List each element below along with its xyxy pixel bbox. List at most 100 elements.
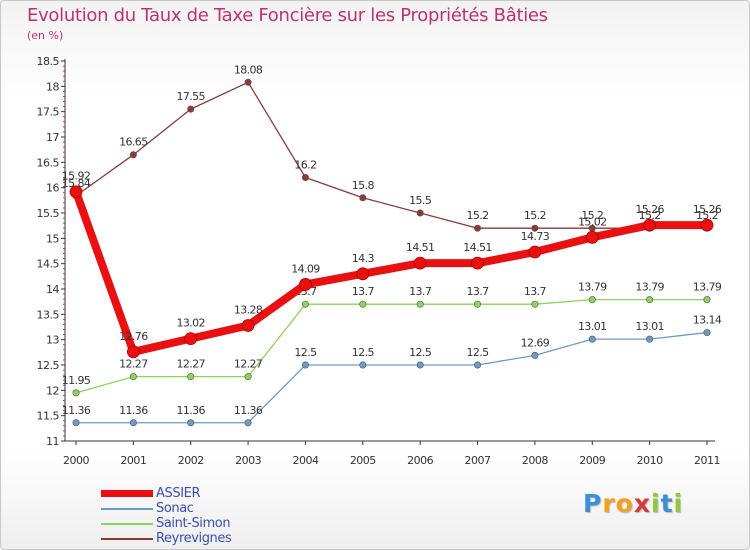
data-point-sonac bbox=[416, 361, 424, 369]
y-tick-label: 14.5 bbox=[37, 258, 60, 271]
logo-letter: r bbox=[602, 489, 616, 518]
y-tick-label: 11 bbox=[46, 435, 59, 448]
data-point-reyrevignes bbox=[359, 194, 367, 202]
data-label-saint-simon: 13.79 bbox=[578, 281, 607, 294]
x-tick-label: 2004 bbox=[292, 454, 318, 467]
data-point-saint-simon bbox=[416, 300, 424, 308]
data-point-assier bbox=[299, 278, 312, 291]
y-tick-label: 13 bbox=[46, 334, 59, 347]
data-point-reyrevignes bbox=[244, 78, 252, 86]
data-point-reyrevignes bbox=[531, 224, 539, 232]
x-tick-label: 2001 bbox=[120, 454, 146, 467]
data-point-saint-simon bbox=[646, 296, 654, 304]
x-tick-label: 2005 bbox=[350, 454, 376, 467]
data-point-sonac bbox=[588, 335, 596, 343]
y-tick-label: 17.5 bbox=[37, 106, 60, 119]
y-tick-label: 16 bbox=[46, 182, 59, 195]
data-label-assier: 15.02 bbox=[578, 215, 607, 228]
data-label-assier: 15.26 bbox=[693, 203, 722, 216]
data-point-assier bbox=[184, 332, 198, 346]
data-label-sonac: 12.5 bbox=[294, 346, 317, 359]
data-point-assier bbox=[126, 345, 140, 359]
y-tick-label: 11.5 bbox=[37, 410, 60, 423]
data-label-saint-simon: 13.7 bbox=[466, 285, 489, 298]
data-point-reyrevignes bbox=[129, 151, 137, 159]
data-point-sonac bbox=[187, 419, 195, 427]
data-label-sonac: 12.69 bbox=[521, 336, 550, 349]
series-line-assier bbox=[72, 187, 711, 356]
data-label-saint-simon: 12.27 bbox=[119, 358, 148, 371]
data-point-assier bbox=[241, 319, 255, 332]
data-point-saint-simon bbox=[703, 296, 711, 304]
y-tick-label: 15.5 bbox=[37, 207, 60, 220]
data-point-sonac bbox=[474, 361, 482, 369]
data-label-assier: 13.02 bbox=[176, 317, 205, 330]
logo-letter: x bbox=[633, 489, 651, 518]
data-point-assier bbox=[585, 230, 599, 244]
data-label-reyrevignes: 15.2 bbox=[696, 209, 718, 222]
series-line-saint-simon bbox=[75, 298, 708, 394]
y-tick-label: 18 bbox=[46, 80, 59, 93]
data-label-saint-simon: 13.79 bbox=[635, 281, 664, 294]
data-label-assier: 15.92 bbox=[62, 170, 91, 183]
data-point-saint-simon bbox=[129, 373, 137, 381]
data-label-saint-simon: 11.95 bbox=[62, 374, 91, 387]
data-label-sonac: 13.01 bbox=[635, 320, 664, 333]
x-tick-label: 2002 bbox=[178, 454, 204, 467]
logo-letter: P bbox=[583, 489, 603, 518]
proxiti-logo: Proxiti bbox=[583, 489, 683, 518]
logo-letter: i bbox=[673, 489, 684, 518]
data-label-reyrevignes: 15.84 bbox=[62, 177, 91, 190]
chart-subtitle: (en %) bbox=[27, 29, 64, 42]
y-tick-label: 12 bbox=[46, 384, 59, 397]
data-label-sonac: 11.36 bbox=[234, 404, 263, 417]
data-label-reyrevignes: 15.2 bbox=[466, 209, 488, 222]
data-label-assier: 13.28 bbox=[234, 303, 263, 316]
data-point-sonac bbox=[531, 351, 539, 359]
x-tick-label: 2008 bbox=[522, 454, 548, 467]
data-label-assier: 14.09 bbox=[291, 262, 320, 275]
data-point-saint-simon bbox=[72, 389, 80, 397]
logo-letter: i bbox=[651, 489, 661, 518]
data-label-saint-simon: 12.27 bbox=[234, 358, 263, 371]
y-tick-label: 14 bbox=[46, 283, 59, 296]
data-point-sonac bbox=[129, 419, 137, 427]
series-line-reyrevignes bbox=[75, 81, 708, 229]
data-label-saint-simon: 12.27 bbox=[176, 358, 205, 371]
data-point-assier bbox=[643, 218, 657, 232]
series-line-sonac bbox=[75, 331, 708, 424]
data-label-sonac: 13.14 bbox=[693, 314, 722, 327]
legend-swatch-reyrevignes bbox=[101, 538, 153, 540]
data-point-sonac bbox=[301, 361, 309, 369]
data-label-sonac: 12.5 bbox=[409, 346, 432, 359]
legend-swatch-assier bbox=[101, 490, 153, 497]
data-label-saint-simon: 13.79 bbox=[693, 281, 722, 294]
legend-label-assier: ASSIER bbox=[156, 486, 201, 501]
y-tick-label: 13.5 bbox=[37, 308, 60, 321]
data-label-saint-simon: 13.7 bbox=[352, 285, 375, 298]
data-label-reyrevignes: 15.2 bbox=[639, 209, 661, 222]
legend-swatch-saint-simon bbox=[101, 523, 153, 525]
data-label-sonac: 13.01 bbox=[578, 320, 607, 333]
x-tick-label: 2010 bbox=[637, 454, 663, 467]
data-point-sonac bbox=[359, 361, 367, 369]
data-point-assier bbox=[356, 267, 370, 281]
line-chart: 11 11.5 12 12.5 13 13.5 14 14.5 15 15.5 16 16.5 17 17… bbox=[37, 55, 723, 467]
data-label-assier: 14.3 bbox=[352, 252, 375, 265]
data-point-saint-simon bbox=[474, 300, 482, 308]
data-label-assier: 14.73 bbox=[521, 230, 550, 243]
data-point-saint-simon bbox=[244, 373, 252, 381]
data-label-reyrevignes: 15.5 bbox=[409, 194, 432, 207]
legend-label-saint-simon: Saint-Simon bbox=[156, 516, 231, 531]
x-tick-label: 2009 bbox=[579, 454, 605, 467]
data-point-saint-simon bbox=[301, 300, 309, 308]
data-point-sonac bbox=[703, 329, 711, 337]
data-label-reyrevignes: 16.2 bbox=[294, 159, 316, 172]
y-tick-label: 16.5 bbox=[37, 156, 60, 169]
data-label-reyrevignes: 16.65 bbox=[119, 136, 148, 149]
legend-swatch-sonac bbox=[101, 508, 153, 510]
logo-letter: o bbox=[615, 489, 634, 518]
data-label-reyrevignes: 15.2 bbox=[524, 209, 546, 222]
y-tick-label: 18.5 bbox=[37, 55, 60, 68]
